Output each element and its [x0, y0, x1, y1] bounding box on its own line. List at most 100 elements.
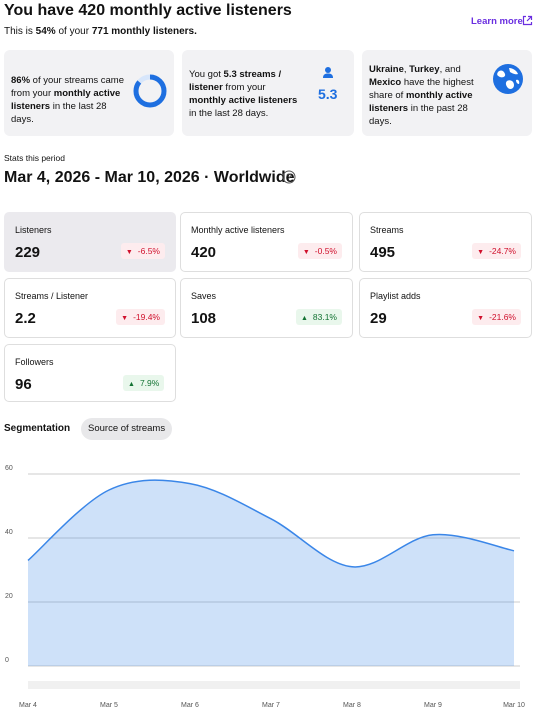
stat-change: ▼ -6.5% [120, 243, 165, 259]
text-segment: monthly active listeners [11, 88, 121, 112]
text-segment: monthly active listeners [369, 90, 473, 114]
page-title: You have 420 monthly active listeners [4, 2, 292, 19]
stat-value: 108 [191, 310, 217, 327]
area-fill [28, 480, 514, 666]
globe-sea [493, 64, 523, 94]
text-segment: 5.3 streams / listener [189, 69, 282, 93]
text-segment: 771 monthly listeners. [91, 26, 197, 37]
trend-arrow: ▼ [125, 249, 133, 256]
insight-card: You got 5.3 streams / listener from your… [182, 50, 354, 136]
listener-icon [323, 67, 333, 78]
change-text: 83.1% [312, 312, 337, 322]
donut-arc [133, 74, 167, 108]
stat-tile[interactable]: Streams 495 ▼ -24.7% [359, 212, 532, 272]
rich-text: You got 5.3 streams / listener from your… [189, 68, 301, 120]
x-tick-label: Mar 6 [181, 702, 199, 709]
stat-tile[interactable]: Saves 108 ▲ 83.1% [180, 278, 353, 338]
stat-change: ▼ -0.5% [297, 243, 342, 259]
help-mark [286, 173, 292, 181]
text-segment: in the last 28 days. [11, 101, 107, 125]
stat-change: ▼ -19.4% [116, 309, 165, 325]
help-circle [282, 170, 296, 184]
y-tick-label: 20 [5, 593, 13, 600]
trend-arrow: ▼ [477, 315, 485, 322]
scroll-track [28, 681, 520, 689]
trend-arrow: ▼ [302, 249, 310, 256]
text-segment: monthly active listeners [189, 95, 298, 106]
rich-text: Ukraine, Turkey, and Mexico have the hig… [369, 63, 481, 128]
globe-icon [493, 64, 523, 94]
icon-body [323, 73, 333, 78]
trend-arrow: ▲ [300, 315, 308, 322]
external-icon [522, 15, 533, 26]
rich-text: This is 54% of your 771 monthly listener… [4, 25, 197, 38]
rich-text: 86% of your streams came from your month… [11, 74, 129, 126]
x-tick-label: Mar 9 [424, 702, 442, 709]
stat-label: Playlist adds [370, 291, 421, 301]
stat-change: ▲ 83.1% [295, 309, 342, 325]
change-text: 7.9% [139, 378, 160, 388]
x-tick-label: Mar 8 [343, 702, 361, 709]
change-text: -19.4% [133, 312, 160, 322]
stat-label: Monthly active listeners [191, 225, 285, 235]
y-tick-label: 60 [5, 465, 13, 472]
chart: 0 20 40 60 Mar 4 Mar 5 Mar 6 Mar 7 Mar 8 Mar 9 Mar… [5, 465, 525, 709]
text-segment: This is [4, 26, 36, 37]
icon-head [325, 67, 331, 73]
stat-label: Streams [370, 225, 404, 235]
change-text: -24.7% [489, 246, 516, 256]
globe-land [497, 68, 520, 89]
text-segment: 86% [11, 75, 31, 86]
text-segment: from your [222, 82, 266, 93]
stat-change: ▼ -21.6% [472, 309, 521, 325]
y-tick-label: 40 [5, 529, 13, 536]
stat-label: Listeners [15, 225, 52, 235]
x-tick-label: Mar 10 [503, 702, 525, 709]
trend-arrow: ▼ [121, 315, 129, 322]
change-text: -21.6% [489, 312, 516, 322]
text-segment: in the last 28 days. [189, 108, 269, 119]
trend-arrow: ▲ [128, 381, 135, 388]
period-range: Mar 4, 2026 - Mar 10, 2026 · Worldwide [4, 169, 295, 186]
text-segment: Turkey [409, 64, 440, 75]
segmentation-label: Segmentation [4, 423, 71, 434]
y-tick-label: 0 [5, 657, 9, 664]
donut [133, 74, 167, 108]
text-segment: in the past 28 days. [369, 103, 468, 127]
area-line [27, 479, 515, 568]
text-segment: Ukraine [369, 64, 404, 75]
text-segment: Mexico [369, 77, 402, 88]
stat-value: 29 [370, 310, 387, 327]
external-icon-shape [522, 15, 533, 26]
help-icon [282, 170, 296, 184]
stat-tile[interactable]: Streams / Listener 2.2 ▼ -19.4% [4, 278, 176, 338]
stat-label: Saves [191, 291, 217, 301]
x-tick-label: Mar 5 [100, 702, 118, 709]
period-label: Stats this period [4, 153, 65, 163]
stat-change: ▲ 7.9% [123, 375, 165, 391]
segment-chip[interactable]: Source of streams [81, 418, 173, 440]
text-segment: , and [439, 64, 461, 75]
stat-label: Streams / Listener [15, 291, 89, 301]
stat-label: Followers [15, 357, 54, 367]
text-segment: of your [55, 26, 92, 37]
stat-tile[interactable]: Followers 96 ▲ 7.9% [4, 344, 176, 402]
text-segment: 54% [35, 26, 56, 37]
text-segment: have the highest share of [369, 77, 474, 101]
stat-tile[interactable]: Listeners 229 ▼ -6.5% [4, 212, 176, 272]
change-text: -6.5% [137, 246, 160, 256]
x-tick-label: Mar 4 [19, 702, 37, 709]
stat-tile[interactable]: Monthly active listeners 420 ▼ -0.5% [180, 212, 353, 272]
trend-arrow: ▼ [477, 249, 485, 256]
text-segment: You got [189, 69, 224, 80]
learn-more-link[interactable]: Learn more [471, 16, 523, 27]
text-segment: , [403, 64, 410, 75]
change-text: -0.5% [314, 246, 337, 256]
stat-tile[interactable]: Playlist adds 29 ▼ -21.6% [359, 278, 532, 338]
stat-value: 229 [15, 244, 41, 261]
stat-value: 495 [370, 244, 396, 261]
stat-value: 96 [15, 376, 32, 393]
stat-value: 2.2 [15, 310, 36, 327]
insight-card: 86% of your streams came from your month… [4, 50, 174, 136]
